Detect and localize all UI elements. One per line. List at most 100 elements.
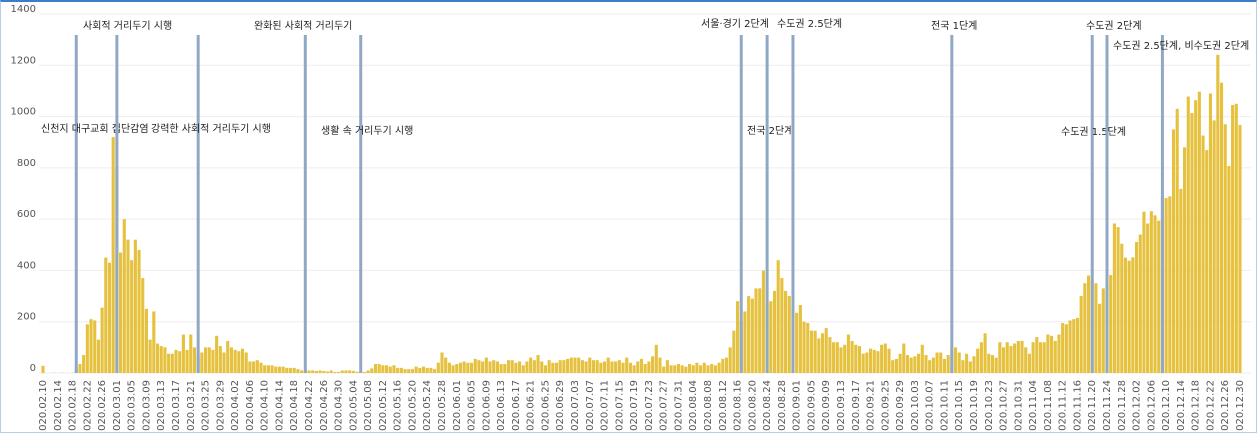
bar bbox=[503, 364, 506, 373]
bar bbox=[1231, 105, 1234, 373]
bar bbox=[1061, 323, 1064, 373]
x-tick-label: 2020.09.29 bbox=[895, 380, 906, 432]
bar bbox=[82, 355, 85, 373]
bar bbox=[555, 363, 558, 373]
bar bbox=[167, 354, 170, 373]
bar bbox=[123, 219, 126, 373]
x-tick-label: 2020.04.10 bbox=[260, 380, 271, 432]
bar bbox=[1050, 336, 1053, 373]
bar bbox=[588, 358, 591, 373]
bar bbox=[936, 352, 939, 373]
bar bbox=[581, 360, 584, 373]
x-tick-label: 2020.06.09 bbox=[481, 380, 492, 432]
bar bbox=[958, 352, 961, 373]
bar bbox=[1168, 196, 1171, 373]
bar bbox=[577, 358, 580, 373]
x-tick-label: 2020.09.17 bbox=[851, 380, 862, 432]
bar bbox=[355, 372, 358, 373]
x-tick-label: 2020.04.06 bbox=[245, 380, 256, 432]
x-tick-label: 2020.03.05 bbox=[127, 380, 138, 432]
bar bbox=[1220, 83, 1223, 373]
bar bbox=[1198, 92, 1201, 373]
bar bbox=[880, 345, 883, 373]
x-tick-label: 2020.08.12 bbox=[718, 380, 729, 432]
bar bbox=[991, 355, 994, 373]
bar bbox=[241, 349, 244, 373]
x-tick-label: 2020.07.11 bbox=[600, 380, 611, 432]
x-tick-label: 2020.09.09 bbox=[821, 380, 832, 432]
bar bbox=[1190, 113, 1193, 373]
bar bbox=[200, 352, 203, 373]
bar bbox=[899, 354, 902, 373]
bar bbox=[186, 350, 189, 373]
bar bbox=[101, 308, 104, 373]
bar bbox=[481, 361, 484, 373]
bar bbox=[987, 354, 990, 373]
bar bbox=[189, 335, 192, 373]
bar bbox=[437, 363, 440, 373]
bar bbox=[400, 368, 403, 373]
bar bbox=[832, 342, 835, 373]
bar bbox=[234, 350, 237, 373]
bar bbox=[699, 365, 702, 373]
bar bbox=[1109, 275, 1112, 373]
bar bbox=[688, 364, 691, 373]
bar bbox=[474, 359, 477, 373]
bar bbox=[518, 361, 521, 373]
bar bbox=[1094, 283, 1097, 373]
bar bbox=[1139, 235, 1142, 373]
x-tick-label: 2020.04.30 bbox=[334, 380, 345, 432]
bar bbox=[222, 352, 225, 373]
bar bbox=[1157, 221, 1160, 373]
bar bbox=[149, 340, 152, 373]
x-tick-label: 2020.03.13 bbox=[156, 380, 167, 432]
bar bbox=[367, 370, 370, 373]
bar bbox=[710, 364, 713, 373]
bar bbox=[381, 365, 384, 373]
bar bbox=[932, 358, 935, 373]
bar bbox=[784, 291, 787, 373]
x-tick-label: 2020.05.12 bbox=[378, 380, 389, 432]
bar bbox=[537, 355, 540, 373]
bar bbox=[315, 371, 318, 373]
bar bbox=[307, 370, 310, 373]
bar bbox=[396, 368, 399, 373]
bar bbox=[463, 361, 466, 373]
bar bbox=[248, 361, 251, 373]
bar bbox=[610, 361, 613, 373]
bar bbox=[873, 350, 876, 373]
bar bbox=[466, 363, 469, 373]
bar bbox=[585, 361, 588, 373]
bar bbox=[681, 365, 684, 373]
bar bbox=[171, 354, 174, 373]
bar bbox=[943, 359, 946, 373]
x-tick-label: 2020.11.08 bbox=[1043, 380, 1054, 432]
bar bbox=[573, 358, 576, 373]
bar bbox=[108, 263, 111, 373]
bar bbox=[278, 367, 281, 373]
bar bbox=[333, 372, 336, 373]
bar bbox=[684, 367, 687, 373]
bar bbox=[415, 367, 418, 373]
x-tick-label: 2020.09.01 bbox=[792, 380, 803, 432]
bar bbox=[570, 358, 573, 373]
bar bbox=[972, 356, 975, 373]
bar bbox=[1102, 288, 1105, 373]
annotation-label: 수도권 2단계 bbox=[1086, 20, 1142, 32]
x-tick-label: 2020.09.21 bbox=[866, 380, 877, 432]
bar bbox=[592, 360, 595, 373]
bar bbox=[777, 260, 780, 373]
bar bbox=[182, 335, 185, 373]
bar bbox=[851, 341, 854, 373]
bar bbox=[500, 364, 503, 373]
bar bbox=[814, 331, 817, 373]
x-tick-label: 2020.10.27 bbox=[999, 380, 1010, 432]
bar bbox=[1216, 55, 1219, 373]
bar bbox=[374, 364, 377, 373]
bar bbox=[448, 363, 451, 373]
bar bbox=[891, 360, 894, 373]
bar bbox=[736, 301, 739, 373]
bar bbox=[961, 360, 964, 373]
annotation-label: 전국 1단계 bbox=[931, 20, 977, 32]
bar bbox=[326, 371, 329, 373]
